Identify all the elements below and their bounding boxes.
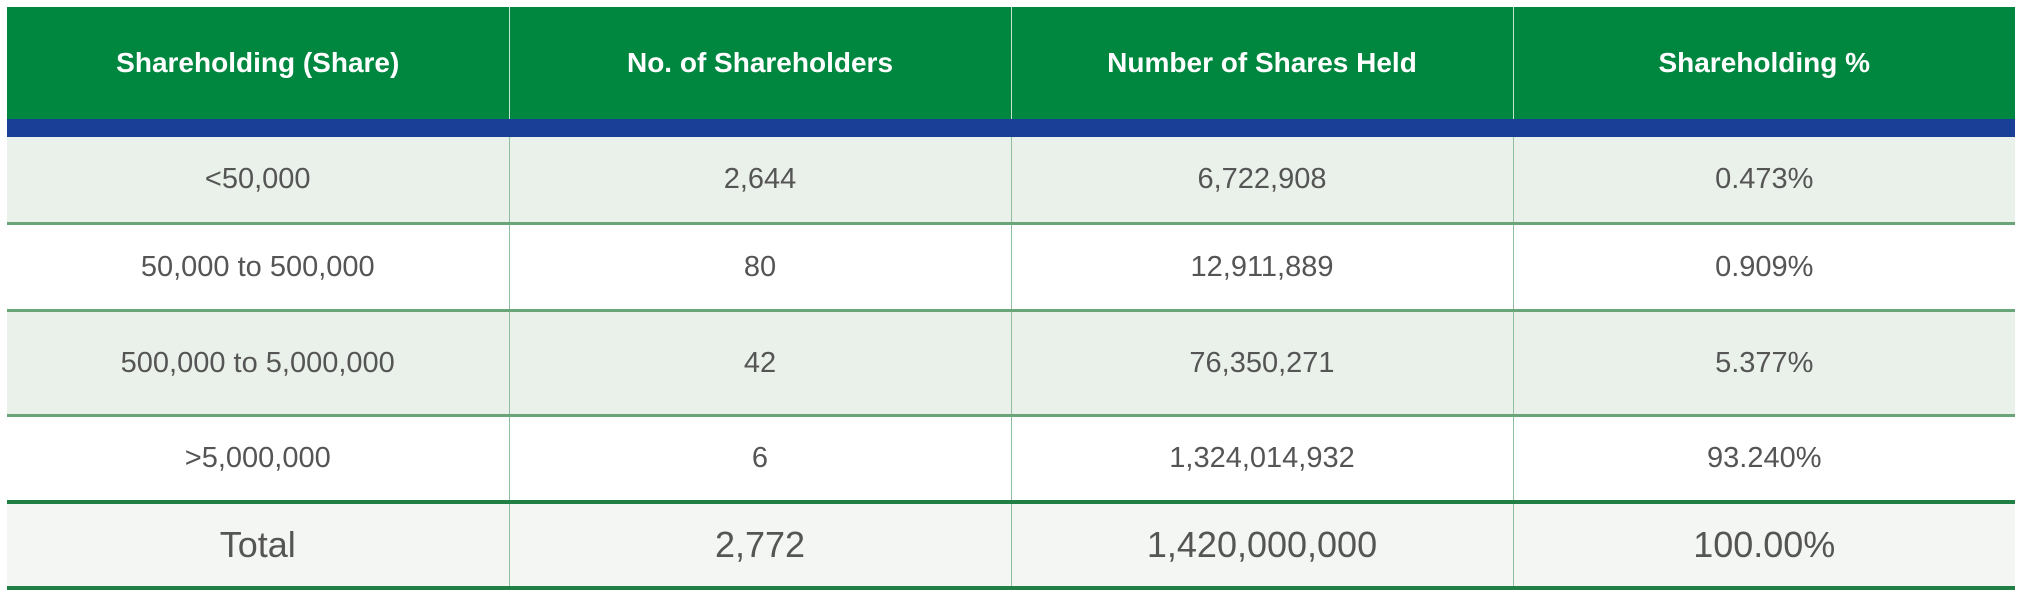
table-row: <50,000 2,644 6,722,908 0.473% bbox=[7, 137, 2015, 225]
cell-shareholding-percent: 93.240% bbox=[1512, 415, 2015, 504]
cell-number-of-shares-held: 6,722,908 bbox=[1010, 137, 1513, 225]
cell-shareholding-range: >5,000,000 bbox=[7, 415, 509, 504]
shareholding-table-container: Shareholding (Share) No. of Shareholders… bbox=[7, 7, 2015, 590]
header-number-of-shares-held: Number of Shares Held bbox=[1010, 7, 1513, 119]
header-row: Shareholding (Share) No. of Shareholders… bbox=[7, 7, 2015, 119]
table-row: 50,000 to 500,000 80 12,911,889 0.909% bbox=[7, 223, 2015, 312]
table-body: <50,000 2,644 6,722,908 0.473% 50,000 to… bbox=[7, 119, 2015, 590]
cell-shareholding-percent: 0.909% bbox=[1512, 223, 2015, 312]
cell-number-of-shareholders: 80 bbox=[508, 223, 1011, 312]
cell-number-of-shareholders: 2,644 bbox=[508, 137, 1011, 225]
header-shareholding-range: Shareholding (Share) bbox=[7, 7, 509, 119]
cell-number-of-shares-held: 1,324,014,932 bbox=[1010, 415, 1513, 504]
total-shareholding-percent: 100.00% bbox=[1512, 502, 2015, 590]
cell-shareholding-percent: 5.377% bbox=[1512, 310, 2015, 417]
header-accent-bar bbox=[7, 119, 2015, 137]
cell-shareholding-percent: 0.473% bbox=[1512, 137, 2015, 225]
header-shareholding-percent: Shareholding % bbox=[1512, 7, 2015, 119]
cell-number-of-shares-held: 12,911,889 bbox=[1010, 223, 1513, 312]
cell-number-of-shareholders: 6 bbox=[508, 415, 1011, 504]
total-row: Total 2,772 1,420,000,000 100.00% bbox=[7, 502, 2015, 590]
table-header: Shareholding (Share) No. of Shareholders… bbox=[7, 7, 2015, 119]
total-label: Total bbox=[7, 502, 509, 590]
header-number-of-shareholders: No. of Shareholders bbox=[508, 7, 1011, 119]
total-number-of-shares-held: 1,420,000,000 bbox=[1010, 502, 1513, 590]
shareholding-distribution-table: Shareholding (Share) No. of Shareholders… bbox=[7, 7, 2015, 590]
cell-shareholding-range: 500,000 to 5,000,000 bbox=[7, 310, 509, 417]
table-row: >5,000,000 6 1,324,014,932 93.240% bbox=[7, 415, 2015, 504]
cell-shareholding-range: 50,000 to 500,000 bbox=[7, 223, 509, 312]
cell-number-of-shares-held: 76,350,271 bbox=[1010, 310, 1513, 417]
cell-number-of-shareholders: 42 bbox=[508, 310, 1011, 417]
total-number-of-shareholders: 2,772 bbox=[508, 502, 1011, 590]
cell-shareholding-range: <50,000 bbox=[7, 137, 509, 225]
accent-bar-cell bbox=[7, 119, 2015, 137]
table-row: 500,000 to 5,000,000 42 76,350,271 5.377… bbox=[7, 310, 2015, 417]
